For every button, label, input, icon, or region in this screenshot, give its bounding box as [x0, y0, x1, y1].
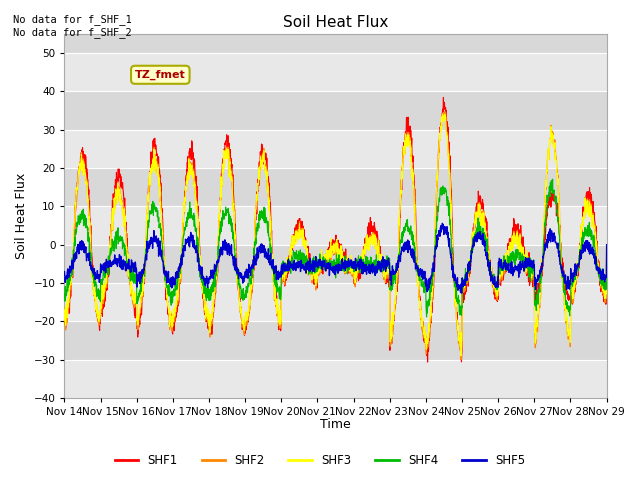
- SHF1: [603, 242, 611, 248]
- SHF2: [61, 311, 68, 317]
- SHF1: [570, 280, 578, 286]
- SHF1: [440, 95, 447, 100]
- SHF5: [570, 274, 578, 279]
- Bar: [65, 206, 607, 245]
- Bar: [65, 53, 607, 91]
- Line: SHF3: SHF3: [65, 114, 607, 356]
- Bar: [65, 91, 607, 130]
- Line: SHF4: SHF4: [65, 179, 607, 317]
- SHF5: [493, 284, 501, 289]
- SHF2: [351, 262, 359, 268]
- SHF5: [458, 290, 465, 296]
- Bar: [65, 283, 607, 321]
- SHF3: [493, 287, 501, 293]
- SHF2: [493, 291, 501, 297]
- SHF5: [363, 266, 371, 272]
- SHF4: [212, 265, 220, 271]
- SHF5: [438, 220, 446, 226]
- Bar: [65, 130, 607, 168]
- SHF4: [570, 273, 578, 279]
- SHF4: [351, 259, 359, 264]
- SHF3: [556, 202, 563, 207]
- X-axis label: Time: Time: [320, 419, 351, 432]
- SHF3: [351, 258, 359, 264]
- SHF5: [556, 253, 563, 259]
- Bar: [65, 360, 607, 398]
- SHF4: [493, 279, 501, 285]
- SHF1: [556, 224, 563, 229]
- Text: No data for f_SHF_1
No data for f_SHF_2: No data for f_SHF_1 No data for f_SHF_2: [13, 14, 132, 38]
- SHF3: [438, 111, 446, 117]
- Bar: [65, 245, 607, 283]
- SHF2: [212, 273, 220, 279]
- SHF1: [363, 235, 371, 241]
- SHF5: [603, 242, 611, 248]
- SHF4: [423, 314, 431, 320]
- SHF4: [363, 259, 371, 265]
- Bar: [65, 168, 607, 206]
- SHF2: [363, 245, 371, 251]
- SHF1: [212, 290, 220, 296]
- Y-axis label: Soil Heat Flux: Soil Heat Flux: [15, 173, 28, 259]
- SHF2: [603, 242, 611, 248]
- SHF3: [363, 246, 371, 252]
- SHF4: [556, 231, 563, 237]
- SHF3: [603, 242, 611, 248]
- SHF3: [61, 307, 68, 312]
- SHF2: [570, 284, 578, 289]
- SHF5: [351, 264, 359, 270]
- SHF3: [570, 279, 578, 285]
- SHF1: [61, 313, 68, 319]
- Line: SHF1: SHF1: [65, 97, 607, 362]
- Line: SHF2: SHF2: [65, 112, 607, 360]
- SHF4: [61, 292, 68, 298]
- SHF3: [457, 353, 465, 359]
- Legend: SHF1, SHF2, SHF3, SHF4, SHF5: SHF1, SHF2, SHF3, SHF4, SHF5: [110, 449, 530, 472]
- SHF1: [424, 359, 431, 365]
- SHF2: [556, 198, 563, 204]
- SHF5: [212, 268, 220, 274]
- SHF2: [441, 109, 449, 115]
- Title: Soil Heat Flux: Soil Heat Flux: [283, 15, 388, 30]
- SHF4: [603, 242, 611, 248]
- SHF4: [548, 176, 556, 182]
- SHF1: [493, 299, 501, 304]
- SHF1: [351, 282, 359, 288]
- SHF3: [212, 268, 220, 274]
- Line: SHF5: SHF5: [65, 223, 607, 293]
- Text: TZ_fmet: TZ_fmet: [135, 70, 186, 80]
- SHF2: [457, 357, 465, 362]
- Bar: [65, 321, 607, 360]
- SHF5: [61, 269, 68, 275]
